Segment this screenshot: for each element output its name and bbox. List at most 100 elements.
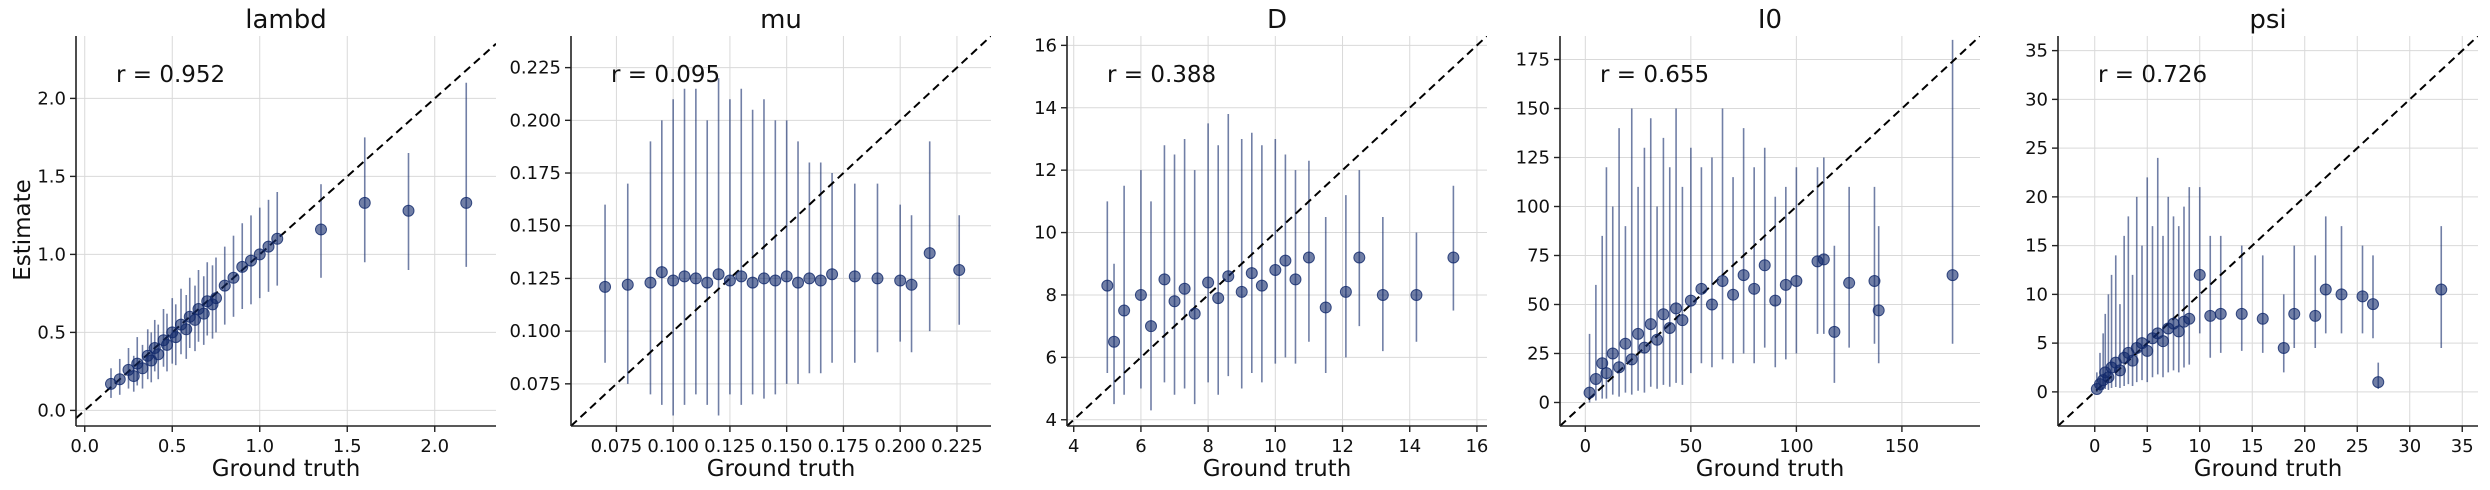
x-tick-label: 0.125	[704, 436, 756, 457]
data-point	[1235, 285, 1248, 298]
x-tick-label: 0	[2089, 436, 2100, 457]
data-point	[1134, 288, 1147, 301]
data-point	[1705, 298, 1718, 311]
y-tick-label: 0.150	[509, 216, 561, 237]
x-axis-label: Ground truth	[212, 456, 361, 482]
data-point	[1817, 253, 1830, 266]
data-point	[1619, 337, 1632, 350]
y-tick-label: 16	[1034, 35, 1057, 56]
x-tick-label: 0.5	[158, 436, 187, 457]
y-tick-label: 15	[2025, 236, 2048, 257]
data-point	[814, 274, 827, 287]
data-point	[621, 278, 634, 291]
data-point	[253, 248, 266, 261]
data-point	[923, 247, 936, 260]
x-tick-label: 0.225	[931, 436, 983, 457]
x-axis-label: Ground truth	[707, 456, 856, 482]
data-point	[245, 254, 257, 267]
data-point	[2309, 309, 2322, 322]
data-point	[1376, 288, 1389, 301]
data-point	[2288, 307, 2301, 320]
x-tick-label: 35	[2451, 436, 2474, 457]
data-point	[1255, 279, 1268, 292]
data-point	[1676, 314, 1689, 327]
data-point	[2277, 342, 2290, 354]
data-point	[780, 270, 793, 283]
y-tick-label: 0	[1539, 392, 1550, 413]
x-tick-label: 14	[1398, 436, 1421, 457]
data-point	[2183, 312, 2196, 325]
plot-data	[1067, 36, 1487, 426]
y-tick-label: 30	[2025, 89, 2048, 110]
x-tick-label: 5	[2142, 436, 2153, 457]
y-tick-label: 6	[1046, 347, 1057, 368]
data-point	[1613, 361, 1626, 374]
data-point	[127, 370, 140, 383]
data-point	[1289, 273, 1302, 286]
data-point	[1410, 288, 1423, 301]
y-tick-label: 0.5	[37, 322, 66, 343]
data-point	[1447, 251, 1460, 264]
data-point	[1828, 325, 1841, 338]
plot-data	[571, 36, 991, 426]
data-point	[1339, 285, 1352, 298]
data-point	[953, 264, 966, 276]
x-tick-label: 150	[1885, 436, 1919, 457]
data-point	[2113, 364, 2126, 377]
data-point	[1779, 278, 1792, 291]
y-tick-label: 0.225	[509, 58, 561, 79]
correlation-label: r = 0.388	[1107, 62, 1216, 88]
plot-data	[76, 43, 496, 419]
data-point	[1606, 347, 1619, 360]
data-point	[2335, 288, 2348, 301]
x-tick-label: 10	[1264, 436, 1287, 457]
panel-title: I0	[1758, 5, 1782, 35]
data-point	[848, 270, 861, 283]
data-point	[667, 274, 680, 287]
x-tick-label: 20	[2293, 436, 2316, 457]
data-point	[871, 272, 884, 285]
x-tick-label: 12	[1331, 436, 1354, 457]
x-tick-label: 15	[2241, 436, 2264, 457]
data-point	[689, 272, 702, 285]
panel-title: mu	[760, 5, 802, 35]
data-point	[1644, 318, 1657, 331]
x-tick-label: 10	[2188, 436, 2211, 457]
data-point	[1319, 301, 1332, 314]
data-point	[1727, 288, 1740, 301]
data-point	[792, 276, 805, 289]
data-point	[262, 240, 275, 253]
x-tick-label: 4	[1068, 436, 1079, 457]
data-point	[1625, 353, 1638, 366]
data-point	[1716, 274, 1729, 287]
data-point	[1769, 294, 1782, 307]
plot-data	[1560, 36, 1980, 426]
y-tick-label: 175	[1516, 50, 1550, 71]
x-axis-label: Ground truth	[1203, 456, 1352, 482]
data-point	[2356, 290, 2369, 303]
data-point	[1145, 320, 1157, 333]
data-point	[2214, 307, 2227, 320]
identity-line	[571, 36, 991, 426]
data-point	[1600, 367, 1613, 380]
data-point	[1657, 308, 1670, 321]
identity-line	[1067, 36, 1487, 426]
data-point	[210, 292, 222, 305]
data-point	[460, 196, 473, 209]
y-tick-label: 0.075	[509, 374, 561, 395]
data-point	[723, 274, 736, 287]
x-tick-label: 100	[1779, 436, 1813, 457]
data-point	[894, 274, 907, 287]
x-tick-label: 8	[1202, 436, 1213, 457]
x-axis-label: Ground truth	[1696, 456, 1845, 482]
data-point	[197, 307, 210, 320]
y-tick-label: 5	[2037, 333, 2048, 354]
panels: 0.0 0.5 1.0 1.5 2.0 0.0 0.5 1.0 1.5 2.0 lambd r = 0…	[37, 5, 2478, 482]
y-tick-label: 0.0	[37, 400, 66, 421]
y-tick-label: 1.0	[37, 244, 66, 265]
data-point	[1638, 341, 1651, 354]
data-point	[402, 204, 415, 217]
data-point	[2141, 344, 2154, 357]
data-point	[1663, 322, 1676, 335]
data-point	[1946, 269, 1959, 282]
